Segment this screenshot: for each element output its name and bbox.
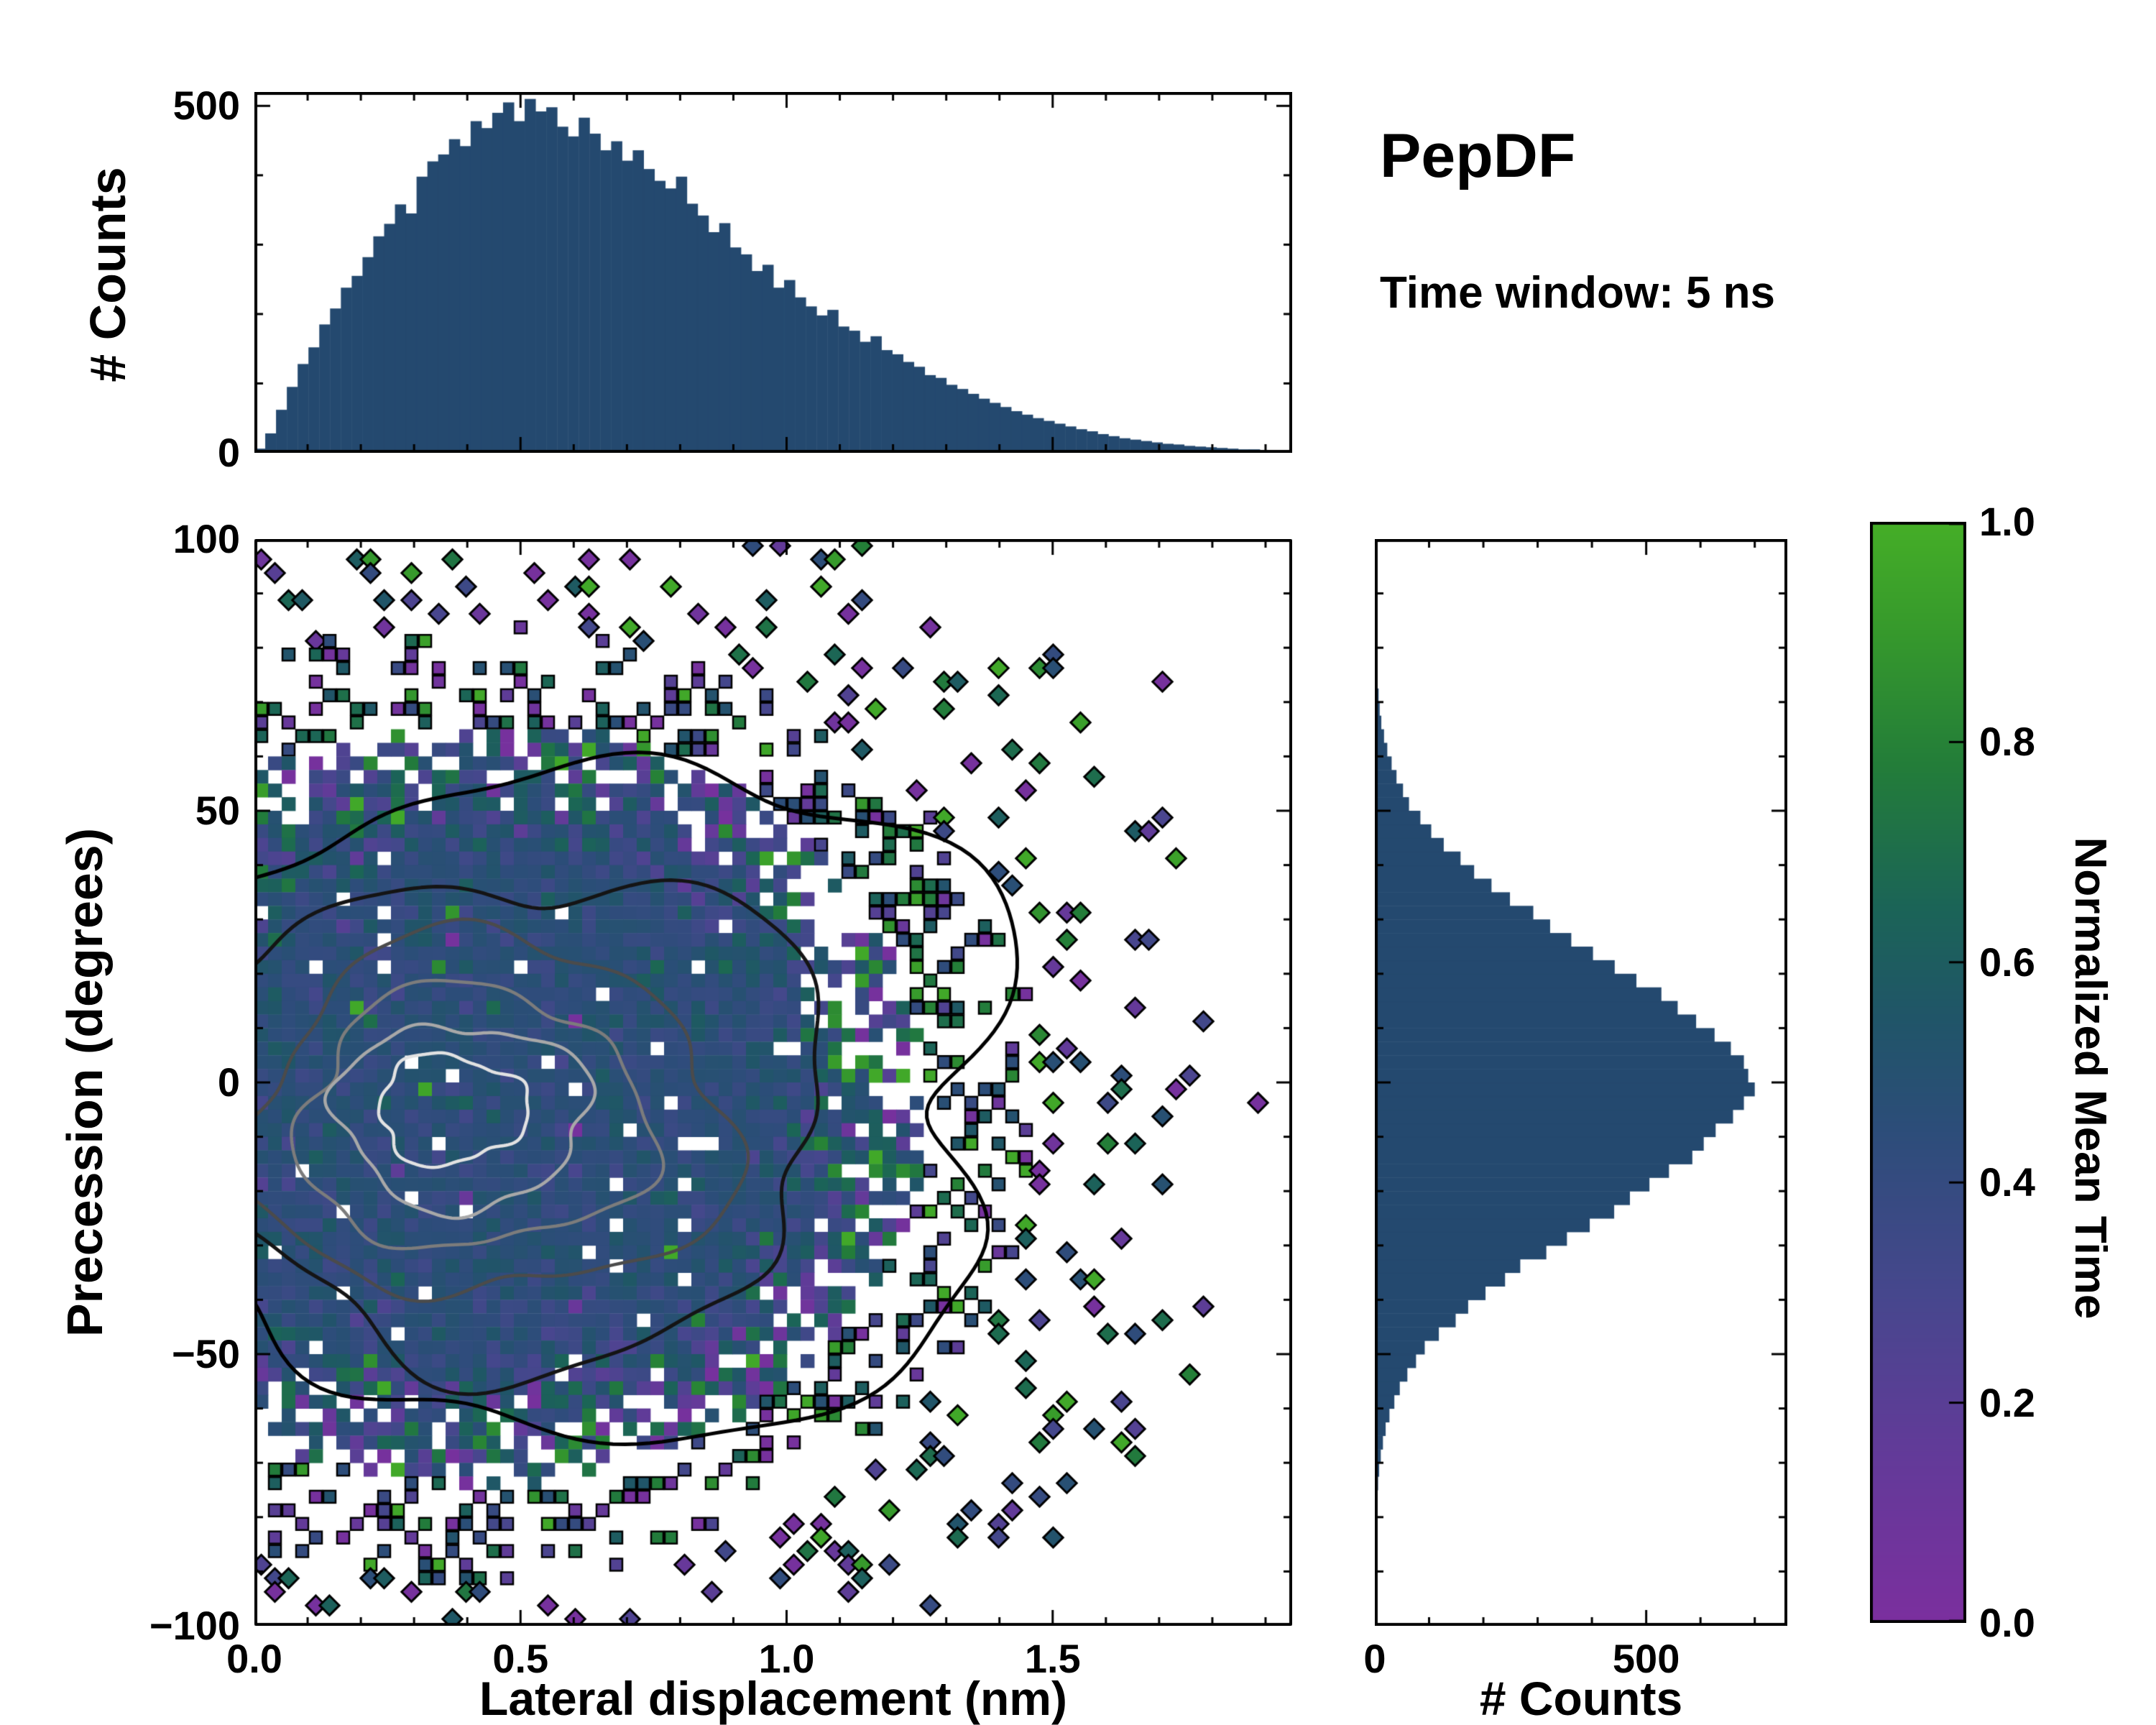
main-x-tick-label: 0.5 — [492, 1636, 549, 1681]
main-x-tick-label: 1.0 — [758, 1636, 815, 1681]
top-histogram-canvas — [254, 92, 1292, 453]
colorbar-tick-label: 0.0 — [1979, 1600, 2035, 1645]
right-histogram-canvas — [1375, 539, 1787, 1626]
colorbar-canvas — [1870, 522, 1966, 1623]
top-hist-y-tick-label: 0 — [217, 430, 240, 475]
annotation-title: PepDF — [1380, 121, 1576, 190]
main-y-tick-label: 100 — [172, 516, 240, 561]
main-x-tick-label: 1.5 — [1024, 1636, 1081, 1681]
main-y-tick-label: 0 — [217, 1059, 240, 1105]
main-x-tick-label: 0.0 — [226, 1636, 282, 1681]
right-hist-x-tick-label: 500 — [1612, 1636, 1680, 1681]
colorbar-tick-label: 0.4 — [1979, 1159, 2035, 1205]
main-y-tick-label: 50 — [195, 788, 240, 833]
annotation-subtitle: Time window: 5 ns — [1380, 268, 1776, 318]
colorbar-label: Normalized Mean Time — [2065, 837, 2115, 1320]
colorbar-tick-label: 0.2 — [1979, 1379, 2035, 1425]
colorbar-tick-label: 0.8 — [1979, 719, 2035, 765]
joint-heatmap-canvas — [254, 539, 1292, 1626]
main-xlabel: Lateral displacement (nm) — [479, 1672, 1067, 1725]
top-hist-y-tick-label: 500 — [172, 83, 240, 129]
main-ylabel: Precession (degrees) — [57, 827, 113, 1338]
main-y-tick-label: −50 — [172, 1331, 240, 1376]
colorbar-tick-label: 1.0 — [1979, 499, 2035, 544]
main-y-tick-label: −100 — [149, 1603, 240, 1648]
top-hist-ylabel: # Counts — [80, 167, 136, 382]
right-hist-xlabel: # Counts — [1479, 1672, 1683, 1725]
colorbar-tick-label: 0.6 — [1979, 939, 2035, 985]
right-hist-x-tick-label: 0 — [1363, 1636, 1386, 1681]
